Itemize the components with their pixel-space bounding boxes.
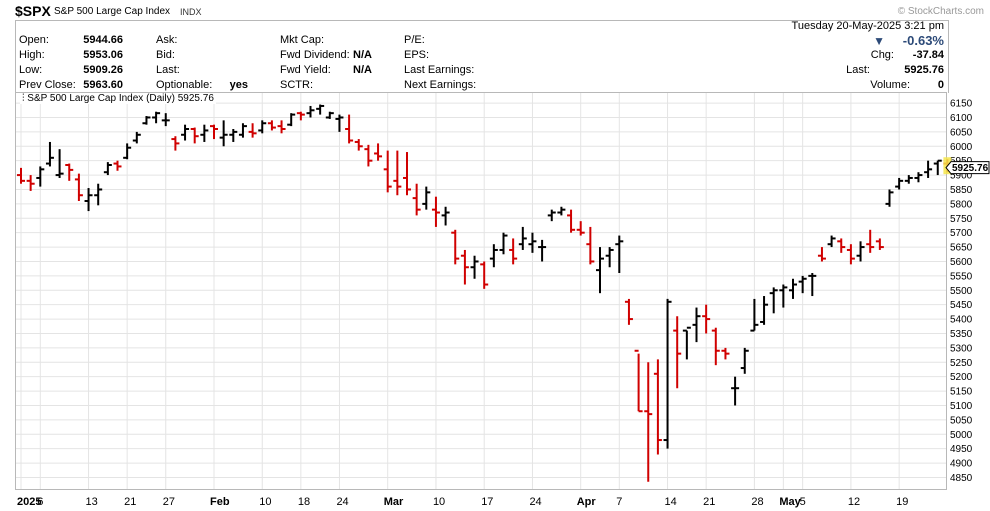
x-tick-label: Apr <box>577 496 597 508</box>
y-tick-label: 4900 <box>950 459 973 470</box>
x-tick-label: 7 <box>616 496 622 508</box>
y-tick-label: 5250 <box>950 358 973 369</box>
title-row: $SPX S&P 500 Large Cap Index INDX © Stoc… <box>0 0 990 20</box>
last-price-value: 5925.76 <box>952 163 989 174</box>
y-tick-label: 5150 <box>950 387 973 398</box>
x-tick-label: Feb <box>210 496 230 508</box>
x-tick-label: 5 <box>800 496 806 508</box>
y-tick-label: 5450 <box>950 300 973 311</box>
y-tick-label: 5850 <box>950 185 973 196</box>
chg-value: -37.84 <box>912 49 944 61</box>
volume-value: 0 <box>937 79 944 91</box>
info-value: 5909.26 <box>83 64 123 76</box>
y-tick-label: 5750 <box>950 214 973 225</box>
x-tick-label: 14 <box>665 496 677 508</box>
quote-datetime: Tuesday 20-May-2025 3:21 pm <box>791 20 944 32</box>
y-tick-label: 5900 <box>950 171 973 182</box>
chg-label: Chg: <box>870 49 894 61</box>
x-tick-label: 10 <box>433 496 445 508</box>
quote-info-panel: Open: 5944.66 High: 5953.06 Low: 5909.26 Prev … <box>15 20 949 93</box>
info-value: N/A <box>353 49 372 61</box>
x-tick-label: 24 <box>529 496 541 508</box>
y-tick-label: 5700 <box>950 228 973 239</box>
change-percent: -0.63% <box>902 33 944 48</box>
x-tick-label: 18 <box>298 496 310 508</box>
y-tick-label: 5300 <box>950 343 973 354</box>
x-tick-label: 21 <box>703 496 715 508</box>
info-value: N/A <box>353 64 372 76</box>
x-tick-label: Mar <box>384 496 404 508</box>
y-tick-label: 5500 <box>950 286 973 297</box>
y-tick-label: 5550 <box>950 271 973 282</box>
info-label: Optionable: <box>156 79 213 91</box>
info-label: Bid: <box>156 49 175 61</box>
brand-watermark: © StockCharts.com <box>897 6 984 17</box>
x-tick-label: 17 <box>481 496 493 508</box>
x-tick-label: 27 <box>163 496 175 508</box>
y-tick-label: 6000 <box>950 142 973 153</box>
x-tick-label: 10 <box>259 496 271 508</box>
y-tick-label: 6100 <box>950 113 973 124</box>
plot-area <box>15 92 947 490</box>
info-value: 5953.06 <box>83 49 123 61</box>
y-tick-label: 5400 <box>950 315 973 326</box>
y-tick-label: 5200 <box>950 372 973 383</box>
info-label: EPS: <box>404 49 430 61</box>
info-label: Ask: <box>156 34 178 46</box>
legend-bars-icon: ⫶ <box>22 93 28 104</box>
ticker-symbol: $SPX <box>15 3 51 19</box>
y-tick-label: 4850 <box>950 473 973 484</box>
down-arrow-icon: ▼ <box>873 34 885 48</box>
y-tick-label: 5100 <box>950 401 973 412</box>
y-tick-label: 5000 <box>950 430 973 441</box>
info-label: Last Earnings: <box>404 64 475 76</box>
last-price-tag <box>945 161 990 175</box>
info-label: Fwd Dividend: <box>280 49 350 61</box>
x-tick-label: 13 <box>86 496 98 508</box>
info-label: High: <box>19 49 45 61</box>
info-label: Fwd Yield: <box>280 64 331 76</box>
x-tick-label: 19 <box>896 496 908 508</box>
y-tick-label: 4950 <box>950 444 973 455</box>
y-tick-label: 6150 <box>950 99 973 110</box>
security-name: S&P 500 Large Cap Index <box>54 6 171 17</box>
y-tick-label: 5650 <box>950 243 973 254</box>
legend-text: S&P 500 Large Cap Index (Daily) 5925.76 <box>27 93 214 104</box>
info-label: Last: <box>156 64 180 76</box>
y-tick-label: 5050 <box>950 415 973 426</box>
x-tick-label: May <box>779 496 801 508</box>
x-tick-label: 21 <box>124 496 136 508</box>
last-label: Last: <box>846 64 870 76</box>
x-tick-label: 2025 <box>17 496 41 508</box>
info-value: yes <box>229 79 248 91</box>
info-label: Mkt Cap: <box>280 34 325 46</box>
volume-label: Volume: <box>870 79 910 91</box>
last-value: 5925.76 <box>904 64 944 76</box>
info-value: 5944.66 <box>83 34 123 46</box>
info-label: Low: <box>19 64 43 76</box>
info-label: Open: <box>19 34 49 46</box>
info-label: Next Earnings: <box>404 79 477 91</box>
x-tick-label: 28 <box>751 496 763 508</box>
y-tick-label: 5350 <box>950 329 973 340</box>
x-tick-label: 6 <box>37 496 43 508</box>
y-tick-label: 6050 <box>950 127 973 138</box>
y-tick-label: 5800 <box>950 199 973 210</box>
x-tick-label: 24 <box>336 496 348 508</box>
info-label: SCTR: <box>280 79 313 91</box>
security-type: INDX <box>180 7 202 17</box>
x-tick-label: 12 <box>848 496 860 508</box>
info-label: P/E: <box>404 34 425 46</box>
y-tick-label: 5600 <box>950 257 973 268</box>
info-label: Prev Close: <box>19 79 76 91</box>
plot-legend: ⫶ S&P 500 Large Cap Index (Daily) 5925.7… <box>20 93 216 104</box>
info-value: 5963.60 <box>83 79 123 91</box>
